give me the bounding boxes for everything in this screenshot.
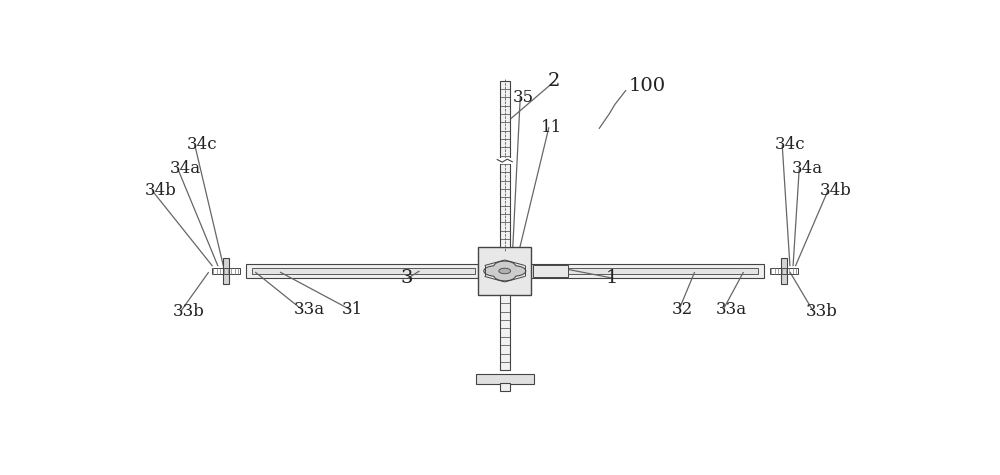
Bar bbox=[500, 81, 510, 247]
Bar bbox=[223, 258, 229, 284]
Text: 34a: 34a bbox=[170, 160, 201, 177]
Text: 1: 1 bbox=[606, 269, 618, 287]
Text: 100: 100 bbox=[629, 77, 666, 95]
Text: 33a: 33a bbox=[716, 301, 747, 318]
Bar bbox=[497, 158, 512, 163]
Text: 33a: 33a bbox=[294, 301, 325, 318]
Text: 34b: 34b bbox=[144, 182, 176, 199]
Bar bbox=[500, 383, 510, 391]
Bar bbox=[533, 266, 568, 276]
Text: 34c: 34c bbox=[774, 136, 805, 153]
Bar bbox=[500, 294, 510, 370]
Bar bbox=[770, 268, 798, 274]
Text: 34b: 34b bbox=[820, 182, 852, 199]
Text: 11: 11 bbox=[541, 119, 562, 136]
Bar bbox=[781, 258, 787, 284]
Bar bbox=[531, 264, 764, 278]
Bar bbox=[212, 268, 240, 274]
Text: 3: 3 bbox=[400, 269, 413, 287]
Bar bbox=[252, 268, 475, 274]
Polygon shape bbox=[484, 261, 526, 281]
Circle shape bbox=[499, 268, 511, 274]
Text: 33b: 33b bbox=[173, 303, 205, 320]
Text: 33b: 33b bbox=[805, 303, 837, 320]
Text: 2: 2 bbox=[547, 72, 560, 90]
Bar bbox=[535, 268, 758, 274]
Bar bbox=[478, 247, 531, 294]
Text: 34c: 34c bbox=[187, 136, 218, 153]
Bar bbox=[476, 374, 534, 384]
Text: 35: 35 bbox=[512, 89, 534, 106]
Text: 34a: 34a bbox=[792, 160, 823, 177]
Text: 31: 31 bbox=[342, 301, 363, 318]
Text: 32: 32 bbox=[671, 301, 693, 318]
Bar bbox=[246, 264, 478, 278]
